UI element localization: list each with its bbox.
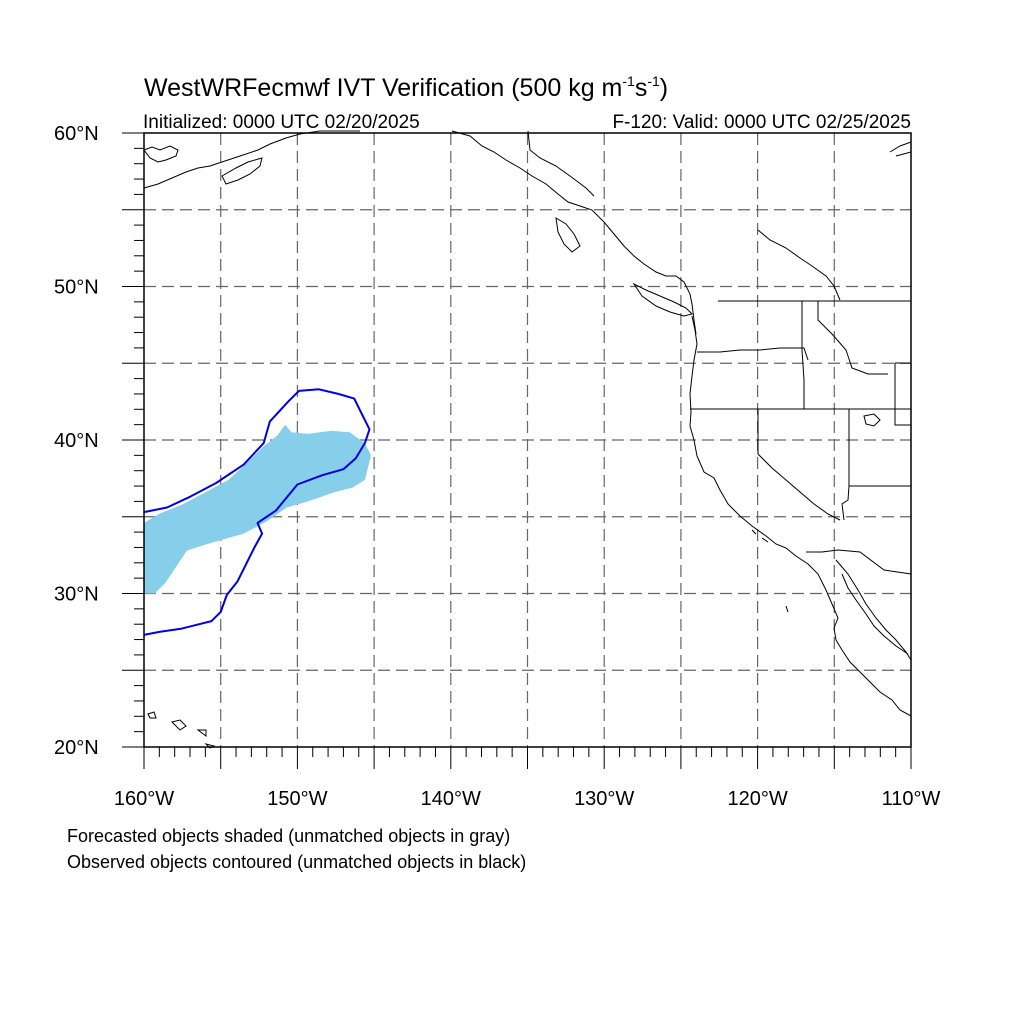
axis-ticks: 20°N 30°N 40°N 50°N 60°N 160°W 150°W 140°W 130°W… [54, 123, 941, 810]
kodiak-island [221, 157, 263, 185]
alaska-canada-border [527, 130, 595, 197]
lat-tick-label: 40°N [54, 430, 99, 452]
chart-title: WestWRFecmwf IVT Verification (500 kg m-… [144, 73, 668, 102]
valid-time-label: F-120: Valid: 0000 UTC 02/25/2025 [612, 112, 911, 133]
great-salt-lake [863, 413, 881, 427]
caption-forecast: Forecasted objects shaded (unmatched obj… [67, 826, 511, 846]
forecast-object-shaded [144, 424, 371, 594]
coastlines-and-borders [143, 130, 912, 749]
alaska-panhandle-coast [451, 130, 697, 335]
caption-observed: Observed objects contoured (unmatched ob… [67, 852, 527, 872]
wa-or-border [697, 347, 809, 361]
forecast-objects [144, 424, 371, 594]
hudson-bay-coast [757, 229, 841, 301]
lon-tick-label: 130°W [574, 788, 634, 810]
nv-az-ut-border [841, 409, 911, 521]
observed-objects [143, 388, 371, 636]
ne-coast-fragment [889, 141, 912, 157]
gulf-of-california [835, 559, 912, 661]
lat-tick-label: 30°N [54, 584, 99, 606]
observed-object-contour [143, 388, 371, 636]
graticule [144, 133, 911, 747]
vancouver-island [632, 282, 693, 317]
haida-gwaii [555, 217, 581, 253]
lon-tick-label: 110°W [882, 788, 941, 810]
lat-tick-label: 50°N [54, 277, 99, 299]
wy-border [894, 362, 911, 426]
lon-tick-label: 120°W [727, 788, 787, 810]
alaska-coastline [143, 130, 360, 189]
lat-tick-label: 20°N [54, 737, 99, 759]
us-west-coastline [689, 315, 912, 717]
idaho-border [801, 301, 888, 409]
ca-nv-diagonal [757, 409, 841, 521]
hawaii-islands [147, 711, 216, 749]
lon-tick-label: 160°W [114, 788, 174, 810]
us-mexico-border [806, 549, 912, 575]
lon-tick-label: 140°W [421, 788, 481, 810]
init-time-label: Initialized: 0000 UTC 02/20/2025 [143, 112, 420, 133]
lon-tick-label: 150°W [267, 788, 327, 810]
lat-tick-label: 60°N [54, 123, 99, 145]
baja-islands [751, 529, 789, 613]
